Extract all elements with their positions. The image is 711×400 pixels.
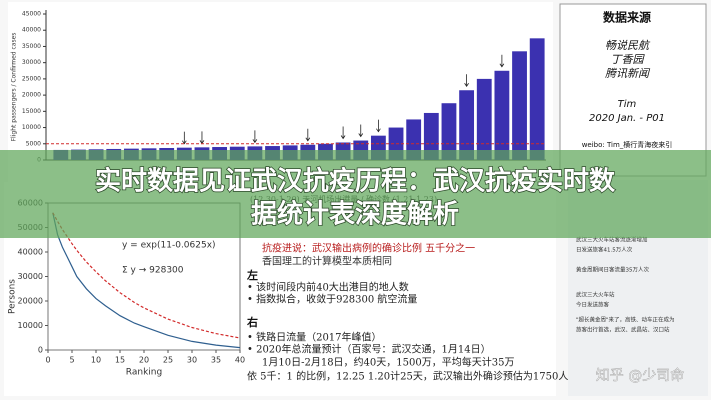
note-line: • 指数拟合，收敛于928300 航空流量	[247, 293, 417, 306]
y-tick-label: 30000	[18, 272, 43, 281]
source-item: 丁香园	[611, 53, 646, 66]
y-tick-label: 20000	[22, 92, 41, 99]
y-tick-label: 10000	[22, 124, 41, 131]
phone-text: 日发送旅客41.5万人次	[576, 246, 633, 254]
y-tick-label: 10000	[18, 321, 43, 330]
y-tick-label: 40000	[18, 248, 43, 257]
series-line	[52, 212, 241, 349]
x-tick-label: 25	[163, 356, 173, 365]
bar	[512, 51, 527, 160]
x-tick-label: 5	[69, 356, 74, 365]
x-tick-label: 40	[235, 356, 245, 365]
phone-text: 黄金周期间日客流量35万人次	[576, 266, 649, 274]
phone-text: 武汉三大火车站	[576, 291, 615, 299]
note-line: • 铁路日流量（2017年峰值）	[247, 331, 382, 344]
note-line: 香国理工的计算模型本质相同	[262, 255, 392, 268]
y-tick-label: 20000	[18, 297, 43, 306]
y-tick-label: 30000	[22, 59, 41, 66]
source-item: 畅说民航	[605, 39, 651, 52]
x-tick-label: 20	[139, 356, 149, 365]
y-tick-label: 15000	[22, 108, 41, 115]
y-tick-label: 45000	[22, 11, 41, 18]
arrow-head	[252, 139, 258, 144]
annotation: y = exp(11-0.0625x)	[122, 241, 216, 251]
y-tick-label: 5000	[26, 140, 41, 147]
note-line: 左	[246, 268, 258, 282]
note-line: 抗疫进说：武汉输出病例的确诊比例 五千分之一	[262, 242, 475, 255]
y-tick-label: 40000	[22, 27, 41, 34]
y-tick-label: 0	[38, 346, 43, 355]
edition: 2020 Jan. - P01	[589, 113, 665, 124]
bar	[529, 38, 545, 161]
arrow-head	[181, 140, 187, 145]
x-tick-label: 30	[187, 356, 197, 365]
bar	[406, 119, 422, 160]
arrow-head	[464, 83, 469, 87]
sources-title: 数据来源	[603, 10, 651, 25]
note-line: 1月10日-2月18日，约40天，1500万，平均每天计35万	[262, 356, 514, 369]
source-item: 腾讯新闻	[605, 67, 651, 80]
bar	[441, 103, 457, 160]
phone-text: "超长黄金周"来了，高铁、动车正在成为	[576, 316, 675, 324]
note-line: • 2020年总流量预计（百家号：武汉交通，1月14日）	[247, 343, 491, 356]
arrow-head	[340, 135, 346, 140]
x-tick-label: 15	[115, 356, 125, 365]
y-axis-label: Flight passengers / Confirmed cases	[11, 33, 18, 142]
bar	[459, 90, 475, 160]
note-line: 右	[246, 315, 258, 329]
arrow-head	[305, 137, 311, 142]
banner-title: 实时数据见证武汉抗疫历程：武汉抗疫实时数	[95, 166, 616, 197]
author: Tim	[618, 99, 637, 110]
bar	[476, 78, 492, 160]
arrow-head	[376, 128, 381, 133]
annotation: Σ y → 928300	[122, 266, 184, 276]
watermark: 知乎 @少司命	[596, 367, 684, 384]
note-line: 依 5千：1 的比例，12.25 1.20计25天，武汉输出外确诊预估为1750…	[247, 370, 568, 383]
y-tick-label: 25000	[22, 75, 41, 82]
weibo: weibo: Tim_横行青海夜来引	[582, 140, 673, 149]
sources-card	[559, 3, 707, 177]
banner-title: 据统计表深度解析	[251, 199, 459, 230]
phone-text: 旅客出行首选，武汉、武昌站、汉口站	[576, 326, 670, 334]
y-tick-label: 35000	[22, 43, 41, 50]
x-tick-label: 10	[91, 356, 101, 365]
arrow-head	[358, 133, 364, 138]
banner	[0, 150, 711, 238]
y-axis-label: Persons	[8, 279, 18, 314]
note-line: • 该时间段内前40大出港目的地人数	[247, 281, 409, 294]
x-tick-label: 35	[211, 356, 221, 365]
x-tick-label: 0	[45, 356, 50, 365]
phone-text: 今日发送旅客	[576, 301, 610, 309]
series-line	[52, 212, 241, 339]
arrow-head	[499, 63, 505, 68]
x-axis-label: Ranking	[126, 368, 162, 378]
bar	[423, 112, 439, 160]
bar	[494, 70, 510, 160]
phone-text: 武汉三大火车站客流逐渐增加	[576, 236, 648, 244]
